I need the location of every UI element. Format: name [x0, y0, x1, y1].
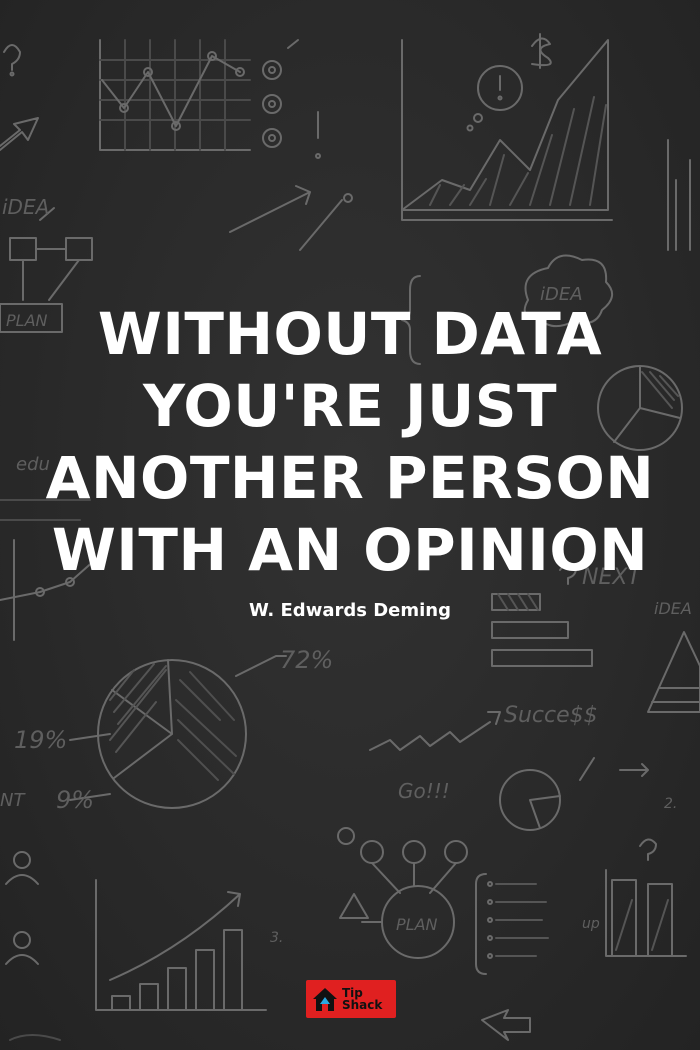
- sketch-label: iDEA: [540, 284, 583, 305]
- pie-chart-sketch-right: [598, 366, 682, 450]
- vertical-bars-sketch: [96, 880, 266, 1010]
- brand-logo: Tip Shack: [306, 980, 396, 1018]
- sketch-label: PLAN: [396, 915, 438, 934]
- sketch-label: NEXT: [582, 565, 642, 590]
- sketch-label: Succe$$: [504, 703, 598, 728]
- sketch-label: NT: [0, 790, 26, 811]
- grid-line-chart-sketch: [100, 40, 250, 150]
- sketch-label: iDEA: [2, 195, 49, 219]
- sketch-label: 19%: [14, 726, 67, 754]
- area-chart-sketch: [402, 40, 612, 220]
- sketch-label: 9%: [56, 786, 94, 814]
- plan-diagram-sketch: [338, 828, 548, 974]
- quote-text: Without data you're just another person …: [0, 298, 700, 586]
- quote-author: W. Edwards Deming: [249, 600, 451, 621]
- sketch-label: 3.: [270, 930, 283, 946]
- sketch-label: up: [582, 916, 600, 932]
- sketch-label: Go!!!: [398, 779, 450, 803]
- sketch-label: iDEA: [654, 599, 692, 618]
- quote-line: with an opinion: [51, 516, 649, 584]
- pie-chart-sketch-left: [98, 660, 246, 808]
- sketch-label: edu: [16, 454, 50, 475]
- quote-line: another person: [45, 444, 655, 512]
- sketch-label: PLAN: [6, 311, 48, 330]
- sketch-label: 72%: [280, 646, 333, 674]
- house-icon: [313, 988, 337, 1011]
- brand-name-line1: Tip: [342, 986, 363, 1000]
- quote-line: Without data: [97, 300, 603, 368]
- quote-line: you're just: [142, 372, 558, 440]
- sketch-label: 2.: [664, 796, 677, 812]
- horizontal-bars-sketch: [492, 594, 592, 666]
- brand-name-line2: Shack: [342, 998, 383, 1012]
